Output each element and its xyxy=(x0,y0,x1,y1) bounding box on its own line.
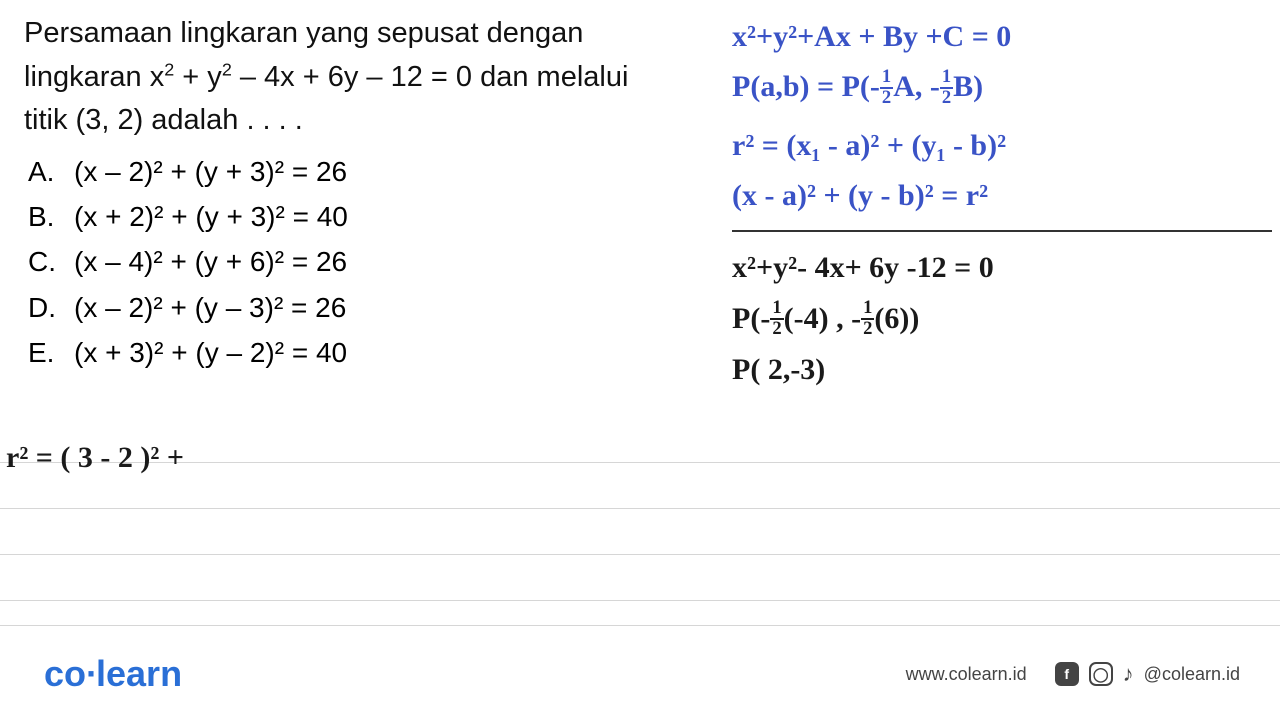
ruled-line xyxy=(0,600,1280,601)
hw-black-line-3: P( 2,-3) xyxy=(732,344,1272,395)
hw-seg: P(- xyxy=(732,302,770,335)
content-area: Persamaan lingkaran yang sepusat dengan … xyxy=(0,0,1280,395)
option-label: D. xyxy=(28,285,56,330)
hw-blue-line-4: (x - a)² + (y - b)² = r² xyxy=(732,171,1272,221)
handwriting-column: x²+y²+Ax + By +C = 0 P(a,b) = P(-12A, -1… xyxy=(724,12,1272,395)
hw-seg: P(a,b) = P(- xyxy=(732,70,880,103)
option-text: (x – 2)² + (y + 3)² = 26 xyxy=(74,149,347,194)
handwriting-bottom: r² = ( 3 - 2 )² + xyxy=(6,432,184,483)
fraction-half-icon: 12 xyxy=(861,299,874,338)
instagram-icon: ◯ xyxy=(1089,662,1113,686)
logo-part-a: co xyxy=(44,653,86,694)
ruled-line xyxy=(0,508,1280,509)
hw-blue-line-3: r² = (x₁ - a)² + (y₁ - b)² xyxy=(732,121,1272,171)
handwriting-black: x²+y²- 4x+ 6y -12 = 0 P(-12(-4) , -12(6)… xyxy=(732,242,1272,395)
hw-seg: (6)) xyxy=(874,302,919,335)
question-line-3: titik (3, 2) adalah . . . . xyxy=(24,104,303,136)
question-line-1: Persamaan lingkaran yang sepusat dengan xyxy=(24,17,583,49)
option-a: A. (x – 2)² + (y + 3)² = 26 xyxy=(28,149,724,194)
hw-seg: A, - xyxy=(893,70,940,103)
option-text: (x – 4)² + (y + 6)² = 26 xyxy=(74,239,347,284)
footer-url: www.colearn.id xyxy=(906,664,1027,685)
footer: co·learn www.colearn.id f ◯ ♪ @colearn.i… xyxy=(0,628,1280,720)
social-group: f ◯ ♪ @colearn.id xyxy=(1055,661,1240,687)
option-c: C. (x – 4)² + (y + 6)² = 26 xyxy=(28,239,724,284)
logo-part-b: learn xyxy=(96,653,182,694)
question-column: Persamaan lingkaran yang sepusat dengan … xyxy=(24,12,724,395)
facebook-icon: f xyxy=(1055,662,1079,686)
hw-seg: (-4) , - xyxy=(784,302,861,335)
question-line-2a: lingkaran x xyxy=(24,61,164,93)
options-list: A. (x – 2)² + (y + 3)² = 26 B. (x + 2)² + … xyxy=(24,149,724,376)
page-root: Persamaan lingkaran yang sepusat dengan … xyxy=(0,0,1280,720)
ruled-line xyxy=(0,625,1280,626)
question-line-2c: – 4x + 6y – 12 = 0 dan melalui xyxy=(232,61,629,93)
question-line-2b: + y xyxy=(174,61,222,93)
option-label: B. xyxy=(28,194,56,239)
handwriting-blue: x²+y²+Ax + By +C = 0 P(a,b) = P(-12A, -1… xyxy=(732,12,1272,222)
option-label: E. xyxy=(28,330,56,375)
option-label: C. xyxy=(28,239,56,284)
option-label: A. xyxy=(28,149,56,194)
option-text: (x + 3)² + (y – 2)² = 40 xyxy=(74,330,347,375)
brand-logo: co·learn xyxy=(44,653,182,695)
social-handle: @colearn.id xyxy=(1144,664,1240,685)
logo-dot-icon: · xyxy=(86,653,96,694)
divider-line xyxy=(732,230,1272,232)
option-e: E. (x + 3)² + (y – 2)² = 40 xyxy=(28,330,724,375)
option-text: (x + 2)² + (y + 3)² = 40 xyxy=(74,194,348,239)
fraction-half-icon: 12 xyxy=(770,299,783,338)
hw-black-line-1: x²+y²- 4x+ 6y -12 = 0 xyxy=(732,242,1272,293)
tiktok-icon: ♪ xyxy=(1123,661,1134,687)
option-text: (x – 2)² + (y – 3)² = 26 xyxy=(74,285,346,330)
hw-blue-line-2: P(a,b) = P(-12A, -12B) xyxy=(732,62,1272,112)
hw-black-line-2: P(-12(-4) , -12(6)) xyxy=(732,293,1272,344)
option-b: B. (x + 2)² + (y + 3)² = 40 xyxy=(28,194,724,239)
hw-blue-line-1: x²+y²+Ax + By +C = 0 xyxy=(732,12,1272,62)
fraction-half-icon: 12 xyxy=(940,68,953,107)
fraction-half-icon: 12 xyxy=(880,68,893,107)
option-d: D. (x – 2)² + (y – 3)² = 26 xyxy=(28,285,724,330)
ruled-line xyxy=(0,554,1280,555)
footer-right: www.colearn.id f ◯ ♪ @colearn.id xyxy=(906,661,1240,687)
hw-seg: B) xyxy=(953,70,983,103)
ruled-line xyxy=(0,462,1280,463)
question-text: Persamaan lingkaran yang sepusat dengan … xyxy=(24,12,724,143)
